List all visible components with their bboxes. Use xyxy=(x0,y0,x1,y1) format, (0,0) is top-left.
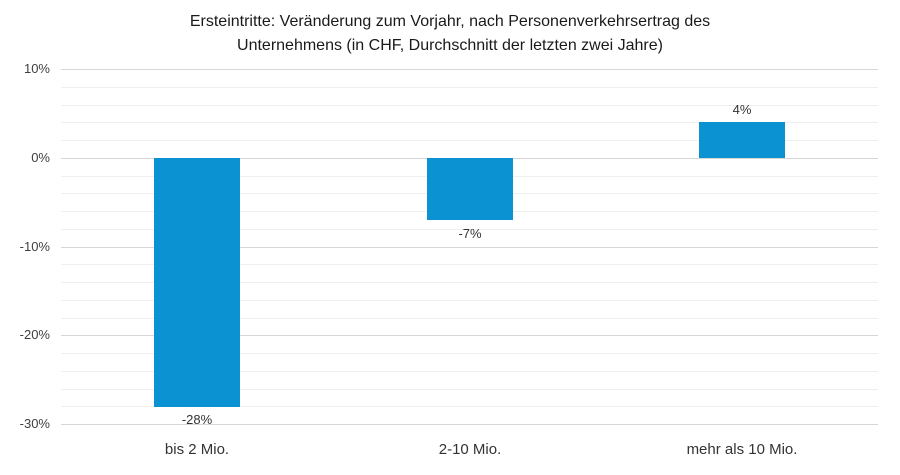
gridline-major xyxy=(61,335,878,336)
gridline-major xyxy=(61,424,878,425)
x-axis-category-label: 2-10 Mio. xyxy=(438,441,502,458)
bar-value-label: 4% xyxy=(732,102,752,117)
chart-title-line-2: Unternehmens (in CHF, Durchschnitt der l… xyxy=(237,37,663,54)
gridline-major xyxy=(61,247,878,248)
chart-title: Ersteintritte: Veränderung zum Vorjahr, … xyxy=(0,10,900,58)
gridline-major xyxy=(61,69,878,70)
gridline-minor xyxy=(61,406,878,407)
y-axis-tick-label: -20% xyxy=(19,327,50,342)
y-axis-tick-label: -30% xyxy=(19,416,50,431)
chart-title-line-1: Ersteintritte: Veränderung zum Vorjahr, … xyxy=(189,13,711,30)
gridline-minor xyxy=(61,229,878,230)
gridline-minor xyxy=(61,371,878,372)
bar-2-10-mio xyxy=(427,158,513,220)
bar-value-label: -7% xyxy=(458,226,482,241)
x-axis-category-label: bis 2 Mio. xyxy=(164,441,230,458)
gridline-minor xyxy=(61,264,878,265)
gridline-minor xyxy=(61,300,878,301)
gridline-minor xyxy=(61,389,878,390)
gridline-minor xyxy=(61,318,878,319)
gridline-minor xyxy=(61,282,878,283)
bar-value-label: -28% xyxy=(181,412,213,427)
gridline-minor xyxy=(61,105,878,106)
y-axis-tick-label: 0% xyxy=(31,150,50,165)
y-axis-tick-label: 10% xyxy=(23,61,50,76)
gridline-minor xyxy=(61,87,878,88)
bar-mehr-als-10-mio xyxy=(699,122,785,158)
gridline-minor xyxy=(61,353,878,354)
gridline-minor xyxy=(61,122,878,123)
gridline-minor xyxy=(61,140,878,141)
y-axis-tick-label: -10% xyxy=(19,239,50,254)
x-axis-category-label: mehr als 10 Mio. xyxy=(686,441,798,458)
bar-bis-2-mio xyxy=(154,158,240,407)
